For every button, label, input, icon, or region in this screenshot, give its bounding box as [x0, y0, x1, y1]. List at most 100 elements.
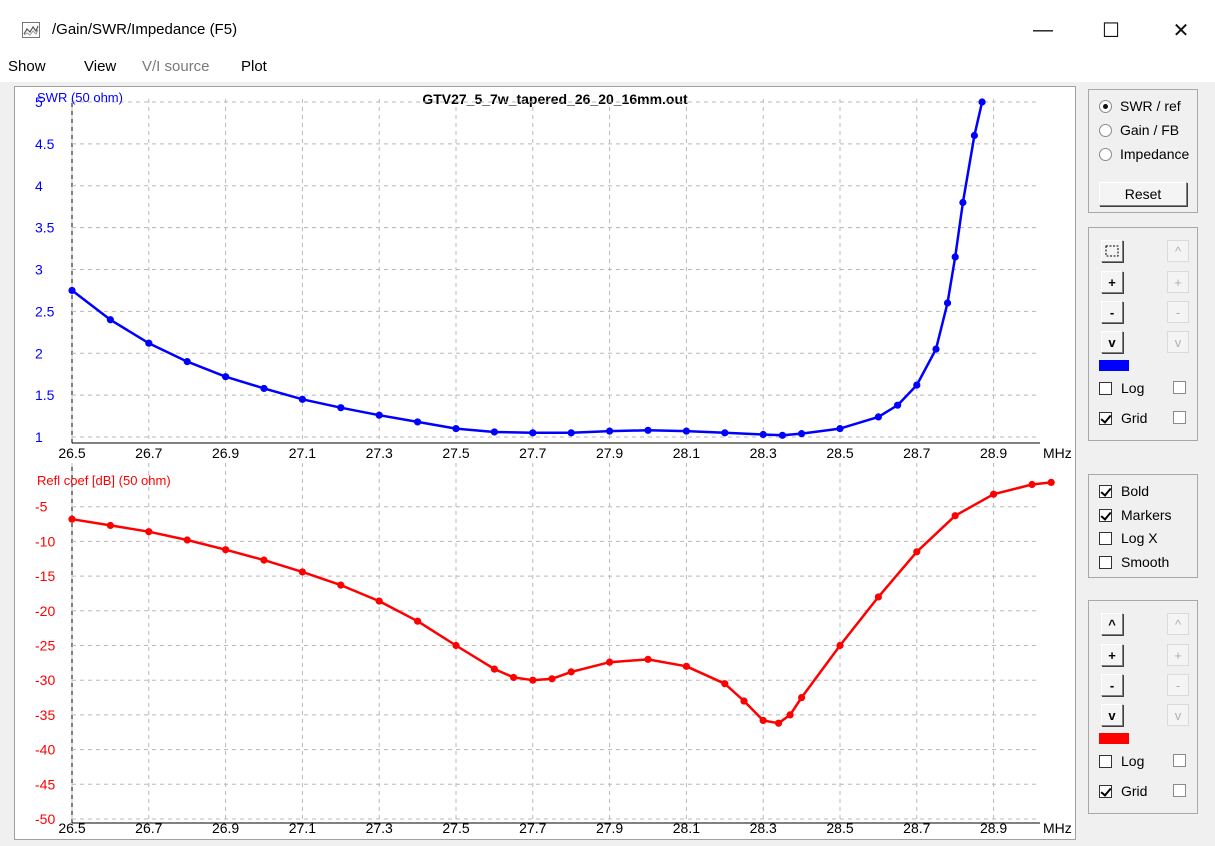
swr-data-point — [970, 131, 979, 140]
radio-gain-fb-label: Gain / FB — [1120, 122, 1180, 138]
swr-data-point — [894, 401, 902, 409]
swr-y-tick-label: 1 — [35, 429, 43, 445]
refl-x-tick-label: 28.1 — [673, 820, 700, 836]
menu-show[interactable]: Show — [8, 58, 46, 75]
refl-data-point — [786, 711, 794, 719]
swr-data-point — [959, 198, 967, 207]
bottom-right-minus-button[interactable]: - — [1167, 674, 1189, 696]
bottom-right-up-button[interactable]: ^ — [1167, 613, 1189, 635]
refl-data-point — [682, 662, 691, 670]
bottom-log-label: Log — [1121, 753, 1145, 769]
swr-data-point — [337, 404, 345, 412]
refl-data-point — [1028, 480, 1036, 489]
zoom-select-button[interactable] — [1101, 240, 1123, 262]
swr-color-swatch[interactable] — [1099, 360, 1129, 371]
swr-x-tick-label: 26.5 — [58, 445, 85, 461]
refl-y-tick-label: -30 — [35, 672, 55, 688]
refl-x-tick-label: 27.5 — [442, 820, 469, 836]
swr-y-tick-label: 5 — [35, 94, 43, 110]
top-right-down-button[interactable]: v — [1167, 331, 1189, 353]
top-right-plus-button[interactable]: + — [1167, 271, 1189, 293]
top-right-up-button[interactable]: ^ — [1167, 240, 1189, 262]
refl-y-tick-label: -5 — [35, 499, 48, 515]
bottom-plus-button[interactable]: + — [1101, 644, 1123, 666]
reset-button[interactable]: Reset — [1099, 182, 1187, 206]
bottom-right-plus-button[interactable]: + — [1167, 644, 1189, 666]
radio-swr-ref[interactable]: SWR / ref — [1099, 96, 1181, 116]
swr-x-tick-label: 28.1 — [673, 445, 700, 461]
menu-plot[interactable]: Plot — [241, 58, 267, 75]
logx-check-indicator[interactable] — [1099, 531, 1112, 545]
refl-data-point — [375, 597, 383, 605]
refl-data-point — [68, 515, 76, 523]
menu-view[interactable]: View — [84, 58, 117, 75]
refl-y-tick-label: -40 — [35, 742, 55, 758]
plot-area: GTV27_5_7w_tapered_26_20_16mm.out 26.5 26… — [14, 86, 1076, 840]
top-log-check-indicator[interactable] — [1099, 381, 1112, 395]
bold-check-indicator[interactable] — [1099, 484, 1112, 498]
swr-data-point — [682, 427, 691, 435]
smooth-check-indicator[interactable] — [1099, 555, 1112, 569]
radio-gain-fb-indicator[interactable] — [1099, 123, 1112, 137]
refl-y-tick-label: -45 — [35, 776, 55, 792]
refl-color-swatch[interactable] — [1099, 733, 1129, 744]
swr-data-point — [836, 425, 844, 433]
bottom-right-log-checkbox[interactable] — [1173, 754, 1186, 767]
bottom-log-checkbox[interactable]: Log — [1099, 751, 1144, 771]
bottom-minus-button[interactable]: - — [1101, 674, 1123, 696]
bottom-grid-label: Grid — [1121, 783, 1148, 799]
bold-checkbox[interactable]: Bold — [1099, 481, 1149, 501]
smooth-checkbox[interactable]: Smooth — [1099, 552, 1169, 572]
minimize-button[interactable]: — — [1033, 18, 1053, 41]
markers-check-indicator[interactable] — [1099, 508, 1112, 522]
swr-data-point — [913, 381, 921, 389]
top-grid-checkbox[interactable]: Grid — [1099, 408, 1147, 428]
top-grid-check-indicator[interactable] — [1099, 411, 1112, 425]
swr-data-point — [183, 358, 191, 366]
swr-y-tick-label: 1.5 — [35, 387, 55, 403]
swr-reflection-chart: GTV27_5_7w_tapered_26_20_16mm.out 26.5 26… — [35, 90, 1072, 836]
swr-data-point — [567, 429, 575, 437]
swr-data-point — [798, 430, 806, 438]
top-down-button[interactable]: v — [1101, 331, 1123, 353]
refl-x-tick-label: 27.1 — [289, 820, 316, 836]
swr-data-point — [529, 429, 537, 437]
top-minus-button[interactable]: - — [1101, 301, 1123, 323]
chart-app-icon — [22, 22, 40, 38]
markers-checkbox[interactable]: Markers — [1099, 505, 1172, 525]
radio-impedance[interactable]: Impedance — [1099, 144, 1189, 164]
bottom-log-check-indicator[interactable] — [1099, 754, 1112, 768]
maximize-button[interactable]: ☐ — [1102, 19, 1120, 42]
close-button[interactable]: ✕ — [1172, 19, 1190, 42]
refl-data-point — [740, 697, 748, 705]
refl-y-tick-label: -50 — [35, 811, 55, 827]
bottom-down-button[interactable]: v — [1101, 704, 1123, 726]
radio-impedance-indicator[interactable] — [1099, 147, 1112, 161]
title-bar: /Gain/SWR/Impedance (F5) — ☐ ✕ — [0, 0, 1215, 52]
refl-data-point — [510, 673, 518, 682]
bottom-grid-check-indicator[interactable] — [1099, 784, 1112, 798]
radio-gain-fb[interactable]: Gain / FB — [1099, 120, 1179, 140]
refl-data-point — [529, 676, 537, 684]
logx-checkbox[interactable]: Log X — [1099, 528, 1158, 548]
top-log-checkbox[interactable]: Log — [1099, 378, 1144, 398]
radio-swr-ref-indicator[interactable] — [1099, 99, 1112, 113]
swr-y-tick-label: 4.5 — [35, 136, 55, 152]
bottom-right-grid-checkbox[interactable] — [1173, 784, 1186, 797]
bottom-right-down-button[interactable]: v — [1167, 704, 1189, 726]
top-right-minus-button[interactable]: - — [1167, 301, 1189, 323]
top-plus-button[interactable]: + — [1101, 271, 1123, 293]
refl-y-axis-label: Refl coef [dB] (50 ohm) — [37, 473, 171, 488]
top-right-log-checkbox[interactable] — [1173, 381, 1186, 394]
plot-title: GTV27_5_7w_tapered_26_20_16mm.out — [422, 91, 688, 107]
bottom-up-button[interactable]: ^ — [1101, 613, 1123, 635]
bottom-grid-checkbox[interactable]: Grid — [1099, 781, 1147, 801]
refl-data-point — [414, 617, 422, 625]
refl-x-tick-label: 26.9 — [212, 820, 239, 836]
swr-data-point — [606, 427, 614, 435]
top-right-grid-checkbox[interactable] — [1173, 411, 1186, 424]
window-title: /Gain/SWR/Impedance (F5) — [52, 21, 238, 38]
menu-vi-source[interactable]: V/I source — [142, 58, 210, 75]
swr-data-point — [721, 429, 729, 437]
swr-x-tick-label: 27.9 — [596, 445, 623, 461]
